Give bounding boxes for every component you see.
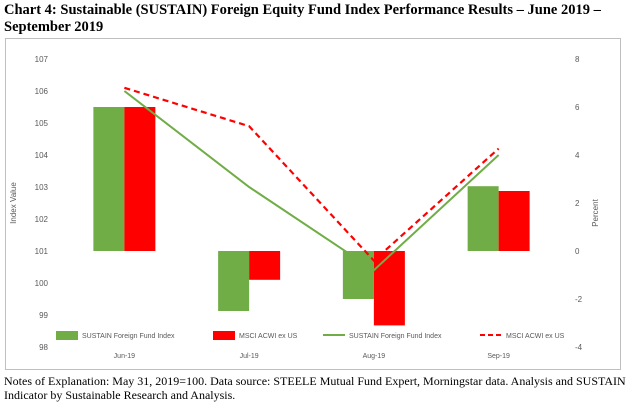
left-axis-tick-label: 105 [35,119,49,128]
legend-sustain-bar-swatch [56,331,78,340]
sustain-bar [218,251,250,311]
left-axis-tick-label: 103 [35,183,49,192]
left-axis-tick-label: 102 [35,215,49,224]
sustain-bar [342,251,374,299]
left-axis-tick-label: 98 [39,343,48,352]
sustain-bar [467,186,499,251]
left-axis-tick-label: 104 [35,151,49,160]
left-axis-tick-label: 100 [35,279,49,288]
right-axis-tick-label: 2 [575,199,580,208]
right-axis-title: Percent [591,198,600,226]
left-axis-tick-label: 101 [35,247,49,256]
left-axis-tick-label: 106 [35,87,49,96]
x-axis-tick-label: Jun-19 [114,353,136,360]
x-axis-tick-label: Aug-19 [363,353,386,360]
right-axis-tick-label: 0 [575,247,580,256]
right-axis-tick-label: 4 [575,151,580,160]
x-axis-tick-label: Sep-19 [487,353,510,360]
legend-sustain-bar-label: SUSTAIN Foreign Fund Index [82,333,175,340]
legend-msci-bar-label: MSCI ACWI ex US [239,333,298,340]
legend-sustain-line-label: SUSTAIN Foreign Fund Index [349,333,442,340]
msci-bar [373,251,405,326]
legend-msci-line-label: MSCI ACWI ex US [506,333,565,340]
sustain-line [123,90,500,272]
msci-bar [124,107,156,251]
sustain-bar [93,107,125,251]
right-axis-tick-label: -2 [575,295,583,304]
x-axis-tick-label: Jul-19 [240,353,259,360]
left-axis-tick-label: 107 [35,55,49,64]
chart-svg: 98 99 100 101 102 103 104 105 106 107 -4 -2 0 2 4 6 8 Ind… [9,55,600,360]
legend-msci-bar-swatch [213,331,235,340]
msci-bar [249,251,281,280]
right-axis-tick-label: -4 [575,343,583,352]
notes-of-explanation: Notes of Explanation: May 31, 2019=100. … [4,374,626,402]
msci-line [124,86,500,263]
right-axis-tick-label: 6 [575,103,580,112]
left-axis-tick-label: 99 [39,311,48,320]
left-axis-title: Index Value [9,182,18,224]
msci-bar [498,191,530,251]
chart-area: 98 99 100 101 102 103 104 105 106 107 -4 -2 0 2 4 6 8 Ind… [5,38,621,370]
right-axis-tick-label: 8 [575,55,580,64]
chart-title: Chart 4: Sustainable (SUSTAIN) Foreign E… [4,2,601,35]
